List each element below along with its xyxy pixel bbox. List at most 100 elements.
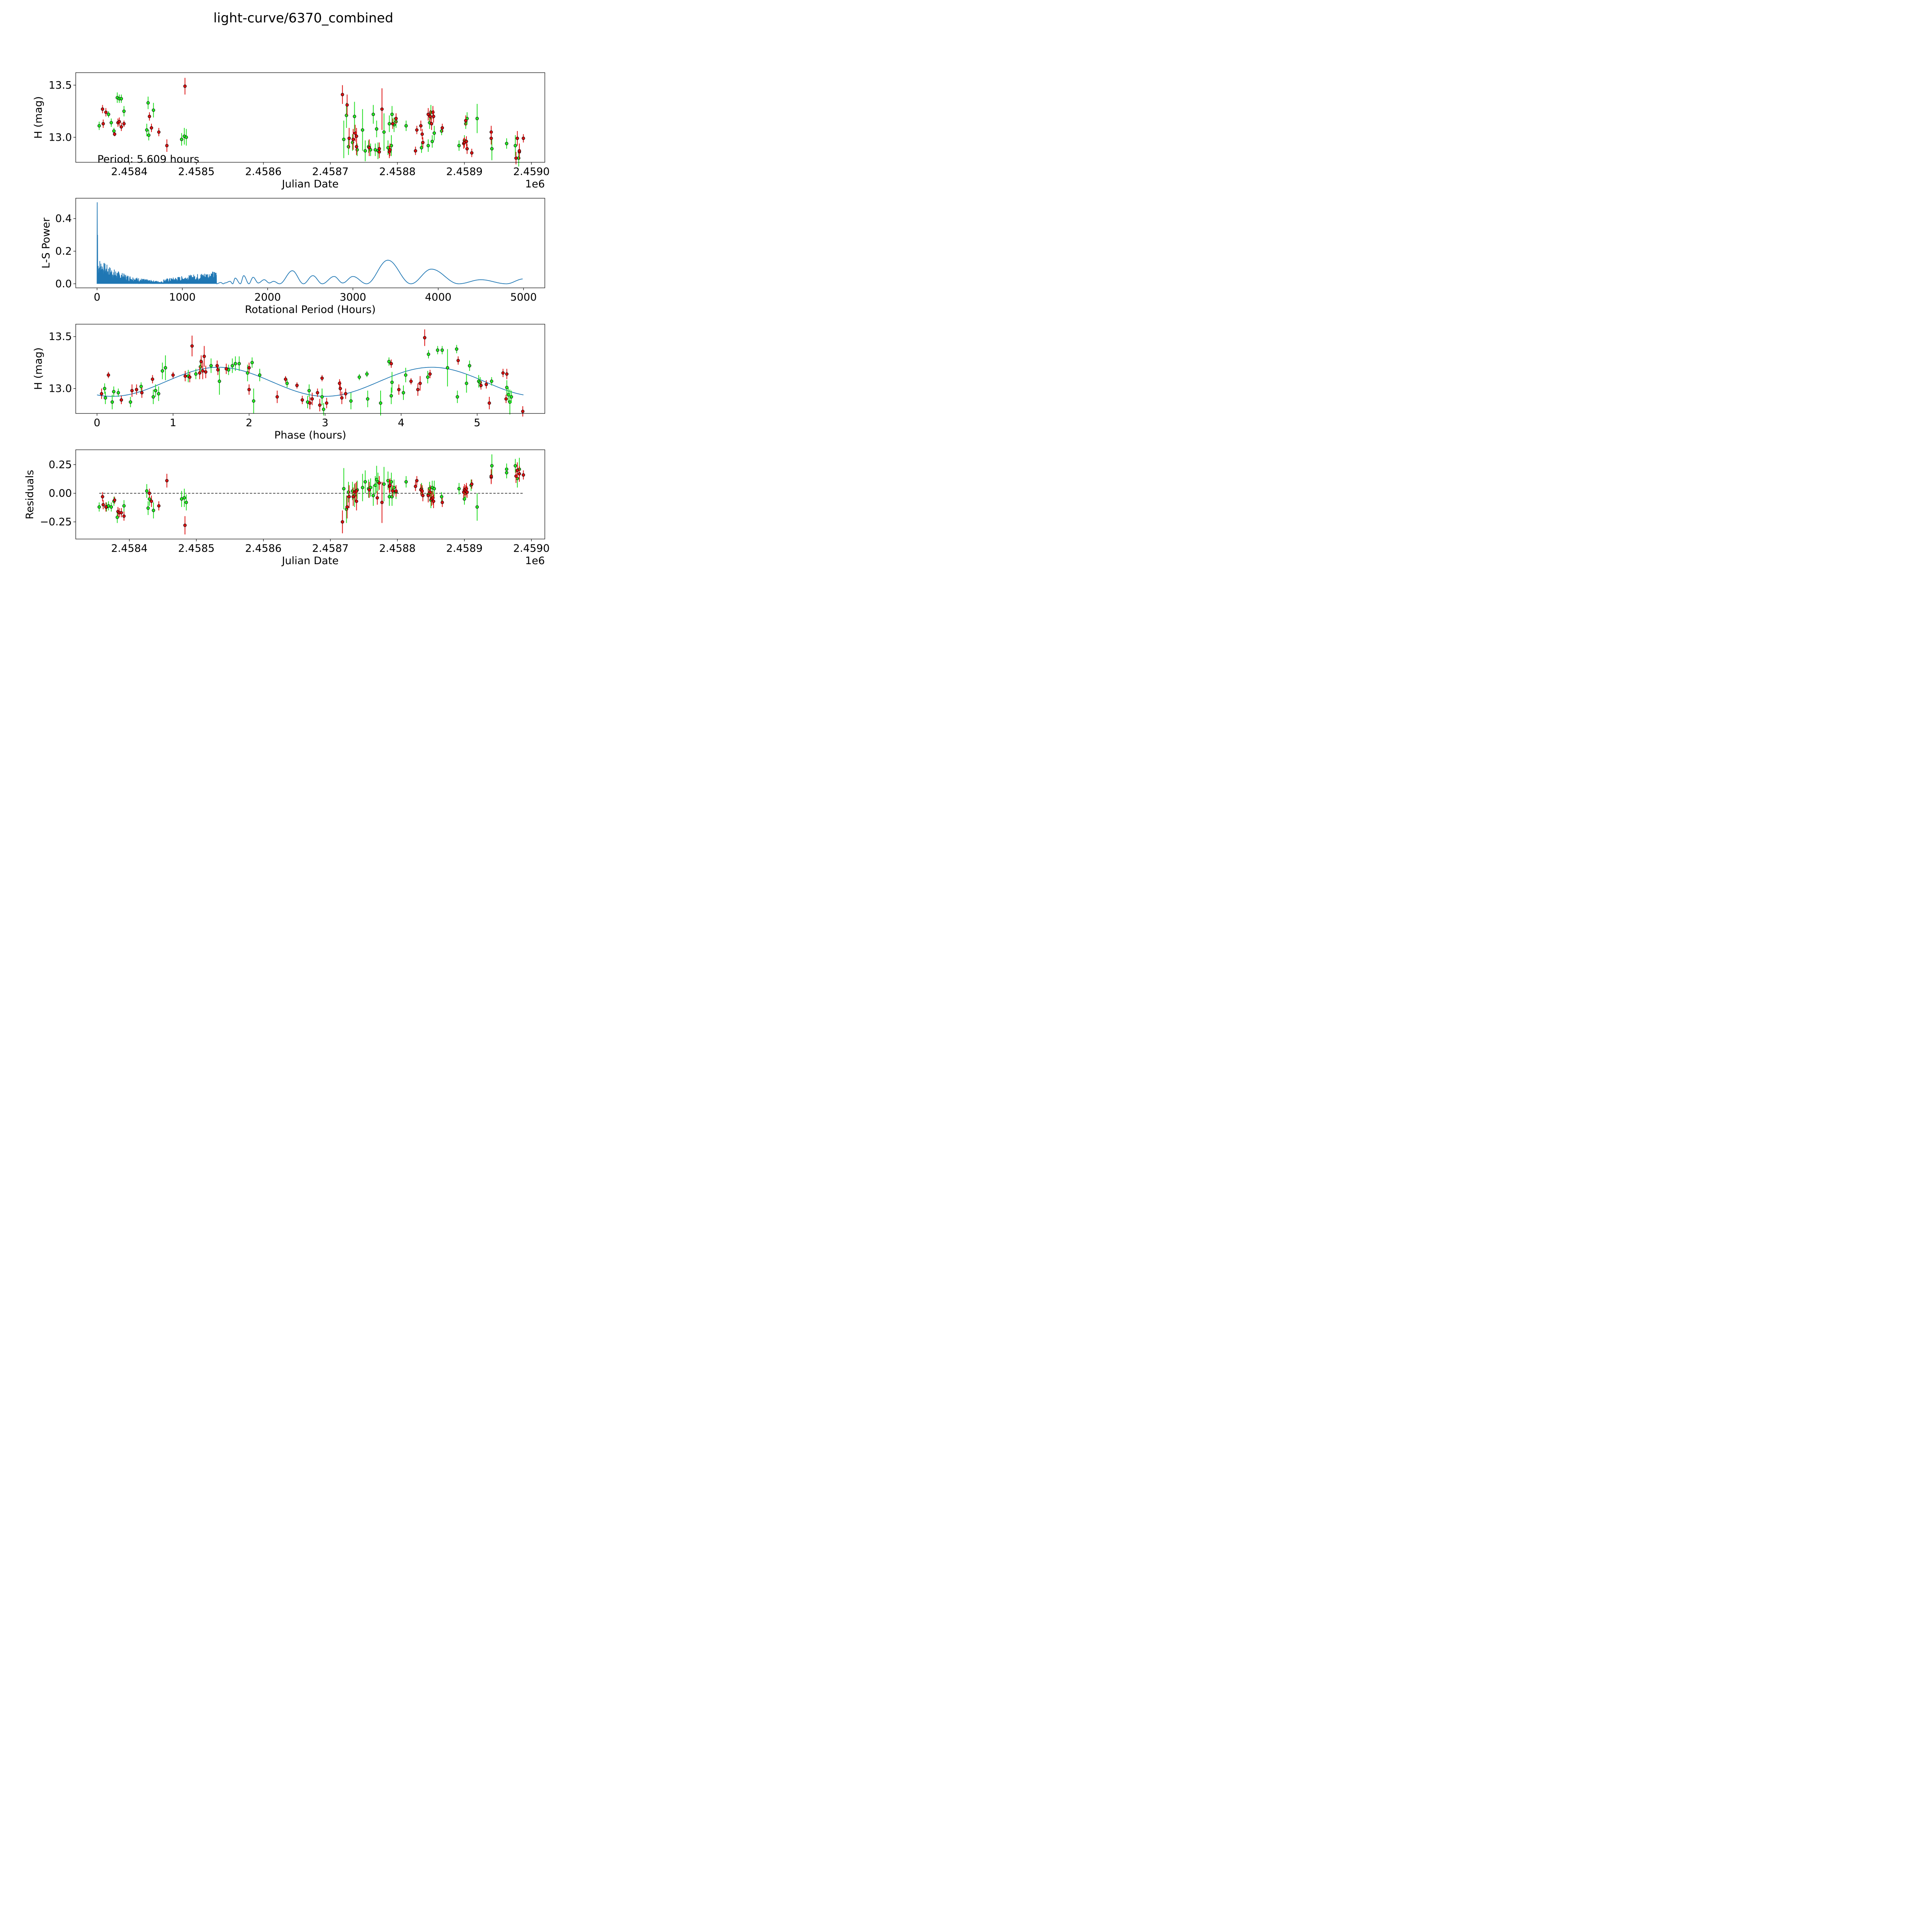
lightcurve-data-point	[353, 115, 356, 118]
residuals-data-point	[517, 472, 521, 476]
lightcurve-data-point	[104, 111, 108, 114]
lightcurve-data-point	[184, 135, 188, 139]
residuals-data-point	[342, 487, 346, 490]
phase-data-point	[188, 375, 192, 379]
lightcurve-data-point	[430, 139, 434, 143]
lightcurve-data-point	[183, 84, 187, 88]
phase-data-point	[100, 392, 104, 396]
phase-data-point	[135, 388, 138, 391]
lightcurve-data-point	[119, 125, 123, 129]
residuals-ytick-label: 0.00	[49, 488, 72, 500]
lightcurve-xticks: 2.4584 2.4585 2.4586 2.4587 2.4588 2.4589 2.45…	[111, 162, 550, 178]
phase-data-point	[389, 394, 393, 398]
phase-plot-area	[97, 329, 525, 417]
phase-data-point	[233, 362, 237, 366]
residuals-data-point	[376, 496, 379, 500]
residuals-data-point	[391, 489, 395, 493]
residuals-data-point	[109, 505, 113, 509]
phase-data-point	[325, 401, 328, 405]
lightcurve-data-point	[109, 121, 113, 124]
lightcurve-data-point	[391, 122, 395, 126]
phase-data-point	[184, 374, 187, 378]
lightcurve-data-point	[355, 134, 358, 138]
phase-data-point	[139, 384, 143, 388]
lightcurve-plot-area	[97, 78, 525, 167]
lightcurve-ytick-label: 13.0	[49, 131, 72, 143]
phase-xtick-label: 4	[398, 417, 405, 429]
phase-data-point	[116, 391, 120, 395]
residuals-data-point	[104, 505, 108, 509]
lightcurve-data-point	[112, 129, 116, 133]
phase-data-point	[231, 364, 234, 367]
residuals-data-point	[421, 494, 425, 497]
residuals-ytick-label: −0.25	[40, 516, 72, 528]
phase-data-point	[161, 369, 164, 373]
phase-data-point	[103, 387, 107, 390]
phase-data-point	[389, 362, 393, 366]
residuals-data-point	[184, 500, 188, 504]
lightcurve-data-point	[514, 156, 518, 160]
phase-data-point	[349, 399, 353, 403]
residuals-data-point	[101, 495, 104, 498]
phase-data-point	[224, 367, 228, 371]
residuals-data-point	[413, 485, 417, 488]
phase-data-point	[202, 354, 206, 358]
phase-data-point	[130, 389, 134, 393]
phase-data-point	[505, 386, 509, 389]
phase-data-point	[111, 400, 114, 404]
phase-data-point	[285, 381, 289, 385]
residuals-data-point	[157, 504, 161, 508]
phase-data-point	[194, 372, 198, 376]
residuals-data-point	[345, 505, 349, 509]
lightcurve-data-point	[347, 136, 351, 140]
figure-title: light-curve/6370_combined	[213, 10, 393, 26]
lightcurve-data-point	[429, 115, 432, 118]
phase-xtick-label: 1	[170, 417, 176, 429]
lightcurve-data-point	[119, 97, 123, 100]
residuals-data-point	[145, 489, 149, 493]
residuals-ylabel: Residuals	[24, 470, 36, 519]
lightcurve-data-point	[363, 149, 367, 153]
periodogram-ytick-label: 0.4	[55, 213, 72, 225]
phase-data-point	[154, 389, 157, 393]
phase-data-point	[436, 348, 439, 352]
periodogram-xlabel: Rotational Period (Hours)	[245, 304, 376, 316]
lightcurve-data-point	[378, 147, 381, 151]
residuals-data-point	[165, 479, 169, 483]
phase-data-point	[129, 400, 132, 404]
phase-series-red	[100, 329, 525, 417]
lightcurve-data-point	[420, 132, 424, 136]
phase-xtick-label: 2	[246, 417, 252, 429]
lightcurve-data-point	[157, 130, 161, 134]
lightcurve-data-point	[515, 136, 519, 140]
lightcurve-data-point	[388, 122, 391, 126]
phase-xtick-label: 0	[94, 417, 100, 429]
residuals-series-red	[101, 462, 525, 535]
periodogram-xtick-label: 0	[94, 291, 100, 303]
residuals-data-point	[363, 480, 367, 484]
lightcurve-data-point	[517, 149, 521, 153]
residuals-plot-area	[97, 454, 525, 535]
lightcurve-data-point	[117, 120, 121, 124]
phase-data-point	[426, 375, 430, 379]
phase-data-point	[401, 391, 405, 395]
lightcurve-data-point	[122, 122, 126, 126]
phase-data-point	[322, 407, 325, 411]
period-annotation: Period: 5.609 hours	[97, 153, 199, 165]
lightcurve-data-point	[180, 138, 184, 141]
phase-data-point	[318, 403, 321, 407]
periodogram-xtick-label: 4000	[425, 291, 452, 303]
periodogram-plot-area	[97, 202, 523, 284]
phase-data-point	[284, 378, 287, 381]
residuals-data-point	[426, 494, 430, 497]
phase-ytick-label: 13.0	[49, 383, 72, 395]
residuals-data-point	[457, 487, 461, 490]
phase-data-point	[340, 396, 344, 400]
lightcurve-data-point	[122, 109, 126, 113]
phase-data-point	[455, 347, 459, 351]
residuals-data-point	[432, 499, 435, 503]
lightcurve-data-point	[165, 144, 169, 148]
phase-axes-frame	[75, 324, 545, 414]
residuals-data-point	[150, 499, 153, 503]
phase-xlabel: Phase (hours)	[274, 429, 346, 441]
